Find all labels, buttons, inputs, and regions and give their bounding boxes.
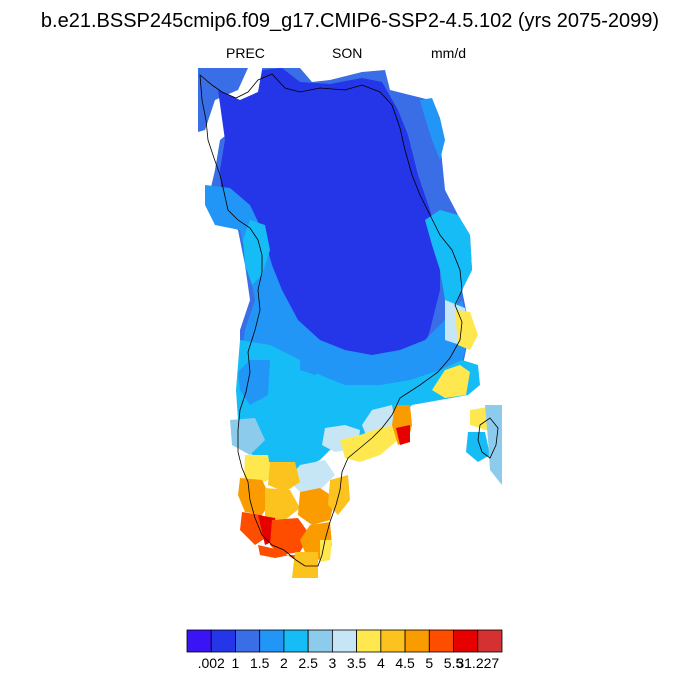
map-title: b.e21.BSSP245cmip6.f09_g17.CMIP6-SSP2-4.… (40, 10, 660, 32)
map-cell (396, 425, 410, 445)
colorbar-swatch (331, 629, 358, 653)
map-cell (265, 488, 300, 520)
colorbar-tick-label: .002 (197, 655, 225, 671)
colorbar-swatch (210, 629, 236, 653)
units-label: mm/d (431, 45, 466, 61)
season-label: SON (332, 45, 363, 61)
colorbar-swatch (356, 629, 382, 653)
colorbar-tick-label: 5.5 (443, 655, 464, 671)
map-cell (268, 462, 300, 492)
map-cell (235, 85, 430, 352)
coastline (199, 73, 499, 567)
colorbar-swatch (380, 629, 406, 653)
map-cell (236, 340, 480, 470)
colorbar-tick-label: 5 (425, 655, 434, 671)
map-cell (238, 360, 270, 405)
colorbar-swatch (477, 629, 503, 653)
variable-label: PREC (226, 45, 265, 61)
map-cell (420, 98, 445, 160)
map-cell (466, 432, 490, 462)
precip-cells (198, 68, 502, 578)
colorbar-swatch (428, 629, 454, 653)
colorbar-swatch (307, 629, 333, 653)
map-cell (243, 220, 270, 285)
coastline-island (477, 417, 499, 459)
colorbar-swatch (283, 629, 309, 653)
colorbar-tick-label: 4 (376, 655, 385, 671)
colorbar-tick-label: 31.227 (456, 655, 500, 671)
colorbar-swatch (404, 629, 430, 653)
map-cell (425, 210, 472, 310)
coastline-main (199, 73, 463, 567)
map-cell (485, 405, 502, 485)
colorbar-swatch (186, 629, 212, 653)
map-cell (300, 345, 330, 375)
colorbar-tick-label: 3.5 (346, 655, 367, 671)
map-cell (270, 518, 310, 555)
map-cell (205, 185, 470, 392)
colorbar-tick-label: 4.5 (395, 655, 415, 671)
map-cell (432, 365, 470, 398)
colorbar-tick-label: 2.5 (298, 655, 318, 671)
map-cell (230, 418, 265, 455)
map-cell (244, 455, 272, 485)
colorbar-tick-label: 2 (280, 655, 288, 671)
map-cell (288, 460, 335, 492)
colorbar-tick-label: 3 (328, 655, 337, 671)
map-cell (320, 540, 332, 562)
map-cell (238, 478, 272, 515)
colorbar-swatch (259, 629, 285, 653)
colorbar-tick-label: 1 (231, 655, 240, 671)
colorbar-swatch (235, 629, 261, 653)
colorbar-swatch (453, 629, 479, 653)
colorbar-tick-label: 1.5 (249, 655, 270, 671)
map-cell (292, 552, 318, 578)
map-cell (298, 488, 335, 525)
